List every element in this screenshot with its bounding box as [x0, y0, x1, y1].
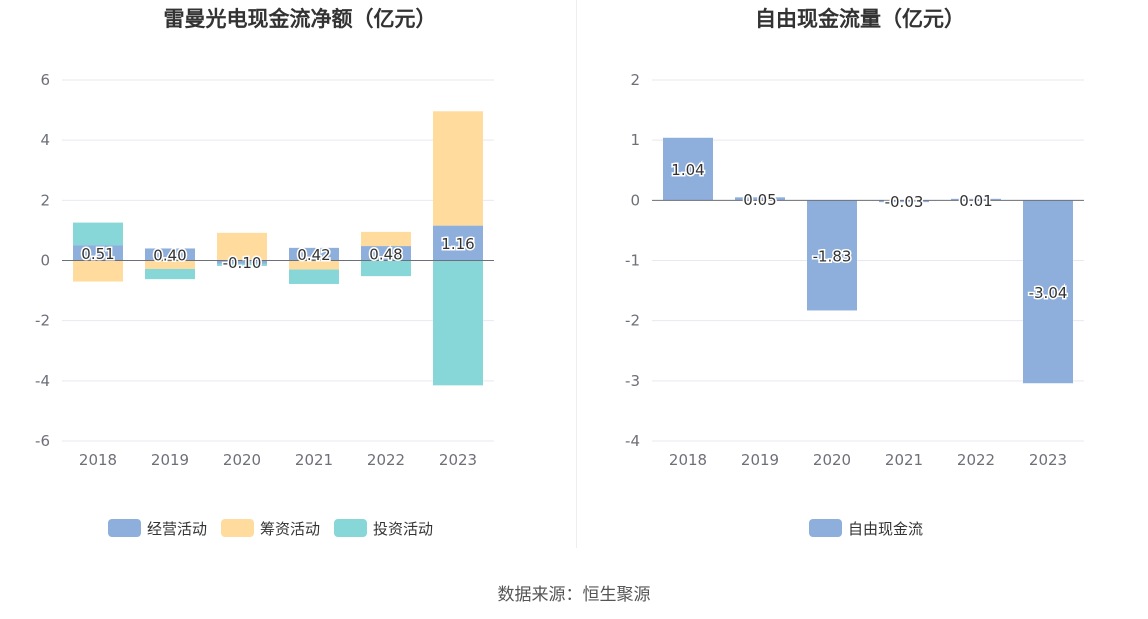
y-tick-label: -4	[625, 432, 640, 450]
data-label-2022: 0.48	[369, 245, 402, 263]
bar-经营活动-2019[interactable]	[145, 248, 195, 261]
bar-投资活动-2020[interactable]	[217, 263, 267, 266]
x-tick-label: 2019	[741, 451, 779, 469]
x-tick-label: 2021	[295, 451, 333, 469]
bar-经营活动-2023[interactable]	[433, 225, 483, 261]
chart-title-free-cashflow: 自由现金流量（亿元）	[755, 7, 965, 31]
data-label-2021: 0.42	[297, 246, 330, 264]
legend-swatch	[108, 519, 141, 537]
y-tick-label: -6	[35, 432, 50, 450]
y-tick-label: -2	[625, 312, 640, 330]
legend-item-筹资活动[interactable]: 筹资活动	[221, 518, 320, 539]
y-tick-label: -1	[625, 252, 640, 270]
bar-投资活动-2023[interactable]	[433, 260, 483, 386]
bar-经营活动-2018[interactable]	[73, 245, 123, 261]
x-tick-label: 2023	[439, 451, 477, 469]
legend-swatch	[809, 519, 842, 537]
bar-自由现金流-2020[interactable]	[807, 200, 857, 311]
x-tick-label: 2023	[1029, 451, 1067, 469]
bar-自由现金流-2022[interactable]	[951, 198, 1001, 201]
legend-swatch	[334, 519, 368, 537]
bar-经营活动-2021[interactable]	[289, 247, 339, 261]
bar-筹资活动-2022[interactable]	[361, 231, 411, 247]
bar-自由现金流-2018[interactable]	[663, 137, 713, 201]
y-tick-label: -4	[35, 372, 50, 390]
bar-投资活动-2021[interactable]	[289, 269, 339, 284]
bar-筹资活动-2021[interactable]	[289, 260, 339, 270]
y-tick-label: 2	[40, 191, 50, 209]
x-tick-label: 2018	[669, 451, 707, 469]
bar-经营活动-2020[interactable]	[217, 260, 267, 264]
bar-筹资活动-2020[interactable]	[217, 232, 267, 261]
y-tick-label: 4	[40, 131, 50, 149]
x-tick-label: 2018	[79, 451, 117, 469]
bar-筹资活动-2018[interactable]	[73, 260, 123, 282]
y-tick-label: 6	[40, 71, 50, 89]
cashflow-net-legend[interactable]: 经营活动 筹资活动 投资活动	[108, 517, 447, 539]
free-cashflow-legend[interactable]: 自由现金流	[809, 517, 937, 539]
data-source-note: 数据来源：恒生聚源	[497, 585, 651, 605]
free-cashflow-chart: 2 1 0 -1 -2 -3 -4 2018 2019 2020 2021 2022 2023 1.04 0…	[625, 71, 1084, 469]
data-label-2020: -0.10	[223, 254, 262, 272]
cashflow-net-chart: 6 4 2 0 -2 -4 -6 2018 2019 2020 2021 2022 2023 0.51 0.…	[35, 71, 494, 469]
y-tick-label: 2	[630, 71, 640, 89]
bar-自由现金流-2021[interactable]	[879, 200, 929, 203]
legend-label: 投资活动	[373, 519, 434, 538]
legend-item-自由现金流[interactable]: 自由现金流	[809, 518, 923, 539]
legend-item-投资活动[interactable]: 投资活动	[334, 518, 433, 539]
bar-筹资活动-2019[interactable]	[145, 260, 195, 269]
bar-自由现金流-2023[interactable]	[1023, 200, 1073, 384]
y-tick-label: -2	[35, 312, 50, 330]
x-tick-label: 2020	[223, 451, 261, 469]
legend-swatch	[221, 519, 255, 537]
bar-投资活动-2018[interactable]	[73, 222, 123, 246]
bar-筹资活动-2023[interactable]	[433, 111, 483, 226]
y-tick-label: 0	[630, 191, 640, 209]
data-label-2018: 1.04	[671, 161, 704, 179]
x-tick-label: 2021	[885, 451, 923, 469]
x-tick-label: 2022	[957, 451, 995, 469]
data-label-2019: 0.05	[743, 191, 776, 209]
y-tick-label: -3	[625, 372, 640, 390]
y-tick-label: 0	[40, 252, 50, 270]
panel-divider	[576, 0, 577, 548]
data-label-2018: 0.51	[81, 245, 114, 263]
bar-自由现金流-2019[interactable]	[735, 197, 785, 201]
data-label-2020: -1.83	[813, 247, 852, 265]
data-label-2023: 1.16	[441, 235, 474, 253]
bar-经营活动-2022[interactable]	[361, 246, 411, 261]
legend-label: 自由现金流	[848, 519, 924, 538]
legend-label: 筹资活动	[260, 519, 321, 538]
bar-投资活动-2019[interactable]	[145, 268, 195, 280]
data-label-2021: -0.03	[885, 193, 924, 211]
chart-title-cashflow-net: 雷曼光电现金流净额（亿元）	[163, 7, 437, 31]
data-label-2022: 0.01	[959, 192, 992, 210]
x-tick-label: 2020	[813, 451, 851, 469]
data-label-2019: 0.40	[153, 246, 186, 264]
x-tick-label: 2022	[367, 451, 405, 469]
bar-投资活动-2022[interactable]	[361, 260, 411, 277]
legend-label: 经营活动	[147, 519, 208, 538]
data-label-2023: -3.04	[1029, 284, 1068, 302]
y-tick-label: 1	[630, 131, 640, 149]
legend-item-经营活动[interactable]: 经营活动	[108, 518, 207, 539]
x-tick-label: 2019	[151, 451, 189, 469]
